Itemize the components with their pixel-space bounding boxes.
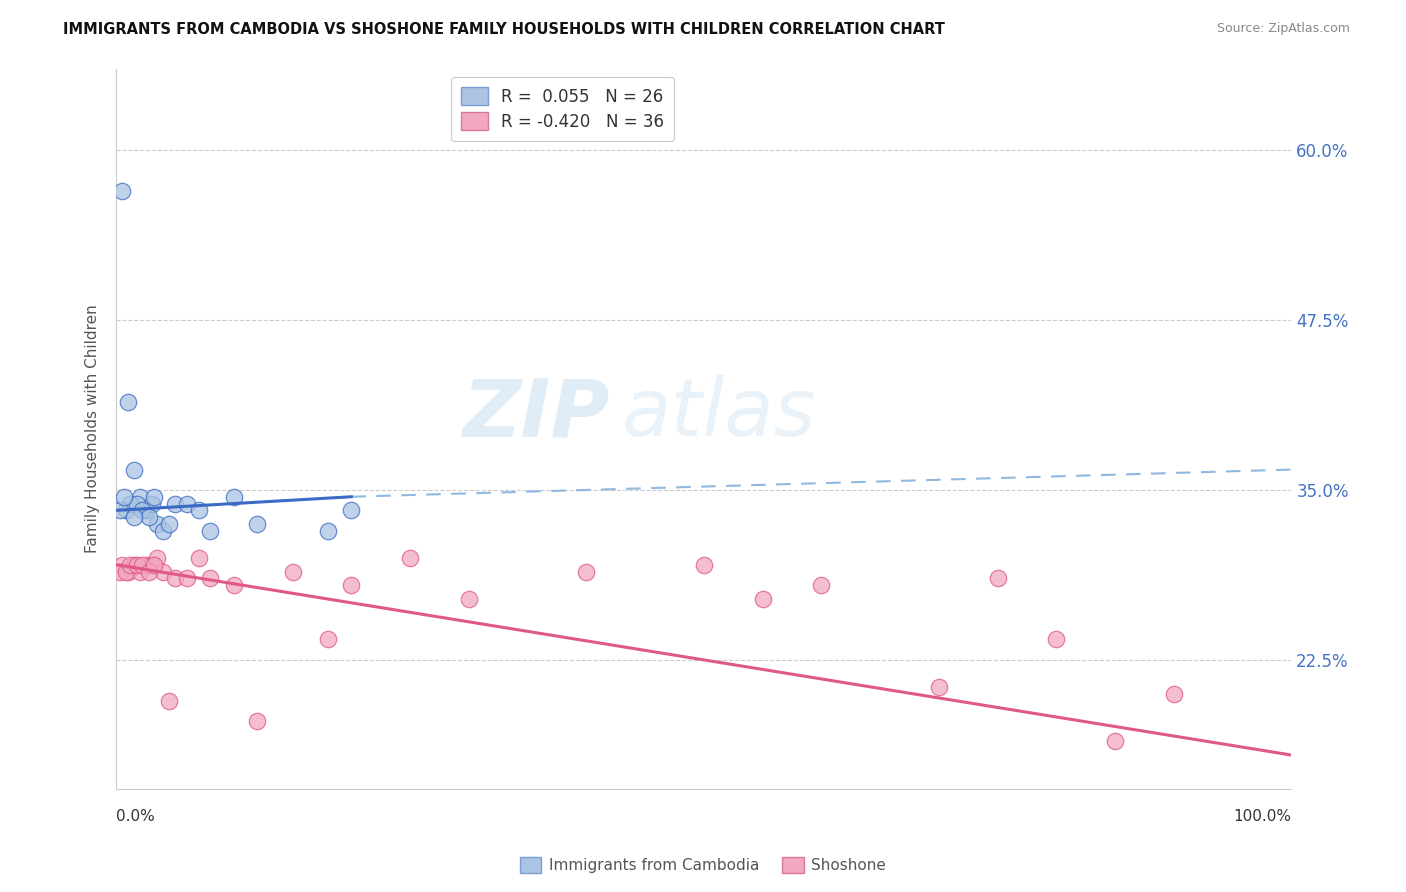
Point bbox=[146, 550, 169, 565]
Point bbox=[928, 680, 950, 694]
Point bbox=[135, 558, 157, 572]
Point bbox=[142, 490, 165, 504]
Point bbox=[128, 565, 150, 579]
Point bbox=[108, 565, 131, 579]
Point bbox=[246, 516, 269, 531]
Text: ZIP: ZIP bbox=[463, 376, 610, 453]
Point bbox=[246, 714, 269, 728]
Point bbox=[200, 571, 222, 585]
Point bbox=[114, 503, 136, 517]
Point bbox=[142, 558, 165, 572]
Point bbox=[141, 558, 163, 572]
Point bbox=[152, 524, 174, 538]
Point bbox=[157, 694, 180, 708]
Point bbox=[810, 578, 832, 592]
Point bbox=[316, 524, 339, 538]
Point bbox=[316, 632, 339, 647]
Point bbox=[222, 490, 245, 504]
Y-axis label: Family Households with Children: Family Households with Children bbox=[86, 304, 100, 553]
Point bbox=[111, 184, 134, 198]
Point bbox=[1045, 632, 1067, 647]
Point bbox=[122, 558, 145, 572]
Point bbox=[131, 503, 153, 517]
Point bbox=[114, 490, 136, 504]
Text: 0.0%: 0.0% bbox=[117, 809, 155, 824]
Point bbox=[122, 510, 145, 524]
Point bbox=[693, 558, 716, 572]
Point bbox=[281, 565, 304, 579]
Point bbox=[1104, 734, 1126, 748]
Point bbox=[127, 497, 149, 511]
Point bbox=[157, 516, 180, 531]
Point bbox=[187, 550, 209, 565]
Point bbox=[1163, 687, 1185, 701]
Point bbox=[163, 497, 186, 511]
Point bbox=[187, 503, 209, 517]
Point bbox=[141, 497, 163, 511]
Point bbox=[751, 591, 773, 606]
Point bbox=[120, 558, 142, 572]
Point bbox=[146, 516, 169, 531]
Point bbox=[128, 490, 150, 504]
Point bbox=[138, 510, 160, 524]
Legend: Immigrants from Cambodia, Shoshone: Immigrants from Cambodia, Shoshone bbox=[513, 851, 893, 880]
Text: 100.0%: 100.0% bbox=[1233, 809, 1291, 824]
Text: atlas: atlas bbox=[621, 376, 817, 453]
Point bbox=[122, 462, 145, 476]
Point bbox=[399, 550, 422, 565]
Legend: R =  0.055   N = 26, R = -0.420   N = 36: R = 0.055 N = 26, R = -0.420 N = 36 bbox=[451, 77, 675, 141]
Point bbox=[340, 503, 363, 517]
Point bbox=[457, 591, 479, 606]
Point bbox=[340, 578, 363, 592]
Text: IMMIGRANTS FROM CAMBODIA VS SHOSHONE FAMILY HOUSEHOLDS WITH CHILDREN CORRELATION: IMMIGRANTS FROM CAMBODIA VS SHOSHONE FAM… bbox=[63, 22, 945, 37]
Point bbox=[176, 497, 198, 511]
Point bbox=[163, 571, 186, 585]
Point bbox=[987, 571, 1010, 585]
Point bbox=[152, 565, 174, 579]
Point bbox=[127, 558, 149, 572]
Point bbox=[120, 497, 142, 511]
Point bbox=[135, 503, 157, 517]
Point bbox=[117, 394, 139, 409]
Text: Source: ZipAtlas.com: Source: ZipAtlas.com bbox=[1216, 22, 1350, 36]
Point bbox=[138, 565, 160, 579]
Point bbox=[108, 503, 131, 517]
Point bbox=[176, 571, 198, 585]
Point bbox=[200, 524, 222, 538]
Point bbox=[575, 565, 598, 579]
Point bbox=[114, 565, 136, 579]
Point bbox=[222, 578, 245, 592]
Point bbox=[111, 558, 134, 572]
Point bbox=[131, 558, 153, 572]
Point bbox=[117, 565, 139, 579]
